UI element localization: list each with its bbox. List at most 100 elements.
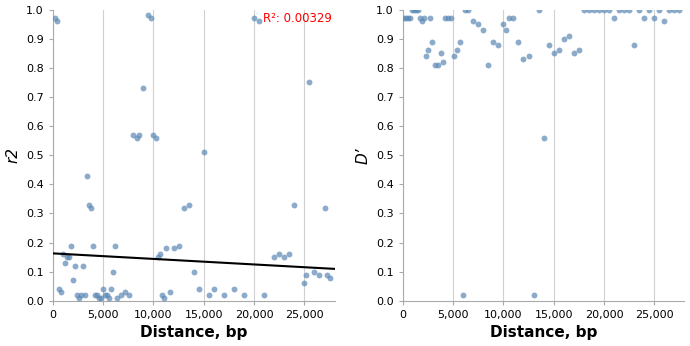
Point: [613, 7, 624, 12]
Point: [451, 47, 462, 53]
Point: [598, 7, 609, 12]
Point: [460, 7, 471, 12]
Point: [92, 292, 103, 298]
Point: [455, 39, 466, 44]
X-axis label: Distance, bp: Distance, bp: [490, 326, 598, 340]
Point: [99, 292, 110, 298]
Point: [274, 252, 285, 257]
Point: [188, 269, 199, 274]
Point: [70, 263, 81, 269]
Point: [321, 272, 332, 277]
Point: [416, 18, 427, 24]
Point: [402, 16, 413, 21]
Point: [563, 33, 574, 38]
Point: [53, 286, 64, 292]
Point: [239, 292, 250, 298]
Point: [504, 16, 515, 21]
Point: [435, 51, 446, 56]
Point: [146, 16, 157, 21]
Point: [398, 16, 409, 21]
Point: [553, 47, 564, 53]
Point: [98, 286, 109, 292]
Point: [183, 202, 194, 208]
Point: [538, 135, 549, 140]
Point: [72, 292, 83, 298]
Point: [228, 286, 239, 292]
Point: [138, 85, 149, 91]
Point: [88, 243, 99, 248]
Point: [150, 135, 161, 140]
Point: [314, 272, 325, 277]
Point: [501, 27, 512, 33]
Point: [55, 289, 66, 295]
Point: [569, 51, 580, 56]
Point: [108, 269, 119, 274]
Point: [426, 39, 437, 44]
Point: [309, 269, 320, 274]
Point: [462, 7, 473, 12]
Point: [468, 18, 479, 24]
Point: [437, 59, 448, 65]
Point: [674, 7, 685, 12]
Point: [110, 243, 121, 248]
Point: [154, 252, 165, 257]
Point: [411, 7, 422, 12]
Point: [301, 272, 312, 277]
Point: [83, 202, 95, 208]
Point: [198, 149, 209, 155]
Point: [86, 205, 97, 210]
Point: [493, 42, 504, 47]
Point: [528, 292, 539, 298]
Point: [604, 7, 615, 12]
Point: [639, 16, 650, 21]
Point: [68, 278, 79, 283]
Point: [289, 202, 300, 208]
Point: [429, 62, 440, 68]
Point: [649, 16, 660, 21]
Point: [483, 62, 494, 68]
Point: [644, 7, 655, 12]
Point: [513, 39, 524, 44]
Point: [629, 42, 640, 47]
Point: [664, 7, 675, 12]
Point: [488, 39, 499, 44]
Point: [633, 7, 644, 12]
Point: [319, 205, 330, 210]
Point: [96, 295, 107, 301]
Text: R²: 0.00329: R²: 0.00329: [263, 12, 332, 26]
Point: [160, 246, 171, 251]
Point: [77, 263, 88, 269]
Point: [59, 260, 70, 266]
Point: [558, 36, 569, 42]
Point: [164, 289, 175, 295]
Point: [75, 292, 86, 298]
Point: [106, 286, 117, 292]
Point: [413, 7, 424, 12]
Point: [548, 51, 559, 56]
Point: [50, 16, 61, 21]
Point: [81, 173, 92, 179]
Point: [90, 292, 101, 298]
Point: [299, 281, 310, 286]
Point: [254, 18, 265, 24]
Point: [101, 292, 112, 298]
Point: [653, 7, 664, 12]
Point: [116, 292, 127, 298]
Point: [433, 62, 444, 68]
Point: [128, 132, 139, 138]
Point: [583, 7, 594, 12]
Point: [104, 295, 115, 301]
Point: [408, 7, 420, 12]
Point: [424, 16, 435, 21]
Point: [168, 246, 179, 251]
Point: [324, 275, 335, 280]
Point: [400, 16, 411, 21]
Point: [193, 286, 204, 292]
Point: [178, 205, 189, 210]
Point: [573, 47, 584, 53]
Point: [51, 18, 62, 24]
Point: [148, 132, 159, 138]
Point: [593, 7, 604, 12]
Point: [112, 295, 123, 301]
Point: [477, 27, 489, 33]
